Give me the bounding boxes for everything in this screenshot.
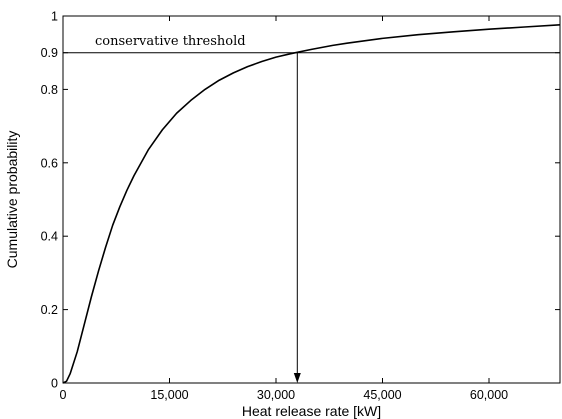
y-tick-label: 0.8 bbox=[41, 83, 58, 97]
y-tick-label: 0.2 bbox=[41, 303, 58, 317]
x-tick-label: 30,000 bbox=[257, 388, 295, 402]
x-tick-label: 0 bbox=[60, 388, 67, 402]
threshold-arrow-head bbox=[293, 373, 301, 383]
y-axis-label: Cumulative probability bbox=[4, 131, 20, 269]
y-tick-label: 0.4 bbox=[41, 230, 58, 244]
threshold-annotation bbox=[63, 52, 560, 383]
x-tick-label: 45,000 bbox=[363, 388, 401, 402]
ticks: 0 15,000 30,000 45,000 60,000 0 0.2 0.4 0.6 0.8 0.… bbox=[41, 10, 560, 402]
y-tick-label: 0.9 bbox=[41, 46, 58, 60]
y-tick-label: 0.6 bbox=[41, 156, 58, 170]
x-tick-label: 60,000 bbox=[470, 388, 508, 402]
y-tick-label: 0 bbox=[51, 377, 58, 391]
plot-frame bbox=[62, 15, 561, 384]
threshold-label: conservative threshold bbox=[95, 34, 246, 49]
x-axis-label: Heat release rate [kW] bbox=[242, 403, 381, 419]
axes bbox=[62, 15, 561, 384]
cdf-curve bbox=[62, 24, 561, 384]
series-layer bbox=[62, 24, 561, 384]
x-tick-label: 15,000 bbox=[150, 388, 188, 402]
y-tick-label: 1 bbox=[51, 10, 58, 24]
